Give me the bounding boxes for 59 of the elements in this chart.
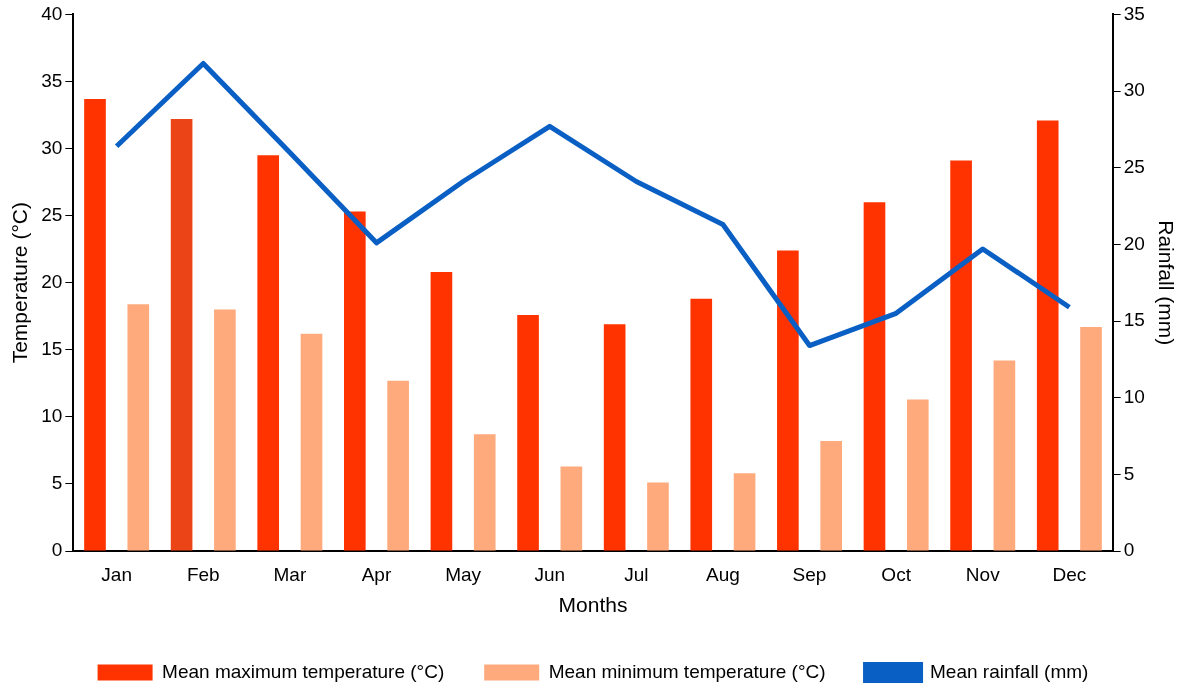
bar [647, 482, 669, 551]
x-tick-label: Nov [965, 563, 1001, 585]
y2-tick-label: 10 [1123, 385, 1145, 407]
y2-tick-label: 30 [1123, 79, 1145, 101]
bar [993, 360, 1016, 551]
bar [214, 309, 236, 551]
x-tick-label: Dec [1052, 563, 1087, 585]
bar [430, 271, 453, 551]
legend-label: Mean rainfall (mm) [930, 660, 1089, 682]
bar [820, 441, 843, 551]
bar [387, 380, 409, 551]
x-tick-label: May [445, 563, 482, 585]
y-tick-label: 20 [41, 270, 63, 292]
x-tick-label: Jun [534, 563, 566, 585]
bar [560, 466, 583, 551]
y2-tick-label: 0 [1123, 539, 1135, 561]
x-tick-label: Jul [624, 563, 649, 585]
bar [603, 324, 626, 551]
bar [777, 250, 799, 551]
x-tick-label: Jan [101, 563, 132, 585]
bar [343, 211, 366, 551]
bar [906, 399, 929, 551]
bar [863, 202, 886, 551]
y2-tick-label: 15 [1123, 309, 1145, 331]
bar [473, 434, 496, 551]
y2-tick-label: 25 [1123, 155, 1145, 177]
bar [517, 314, 539, 551]
bar [257, 155, 280, 551]
bar [127, 304, 150, 551]
x-tick-label: Feb [186, 563, 220, 585]
bar [733, 473, 756, 551]
bar [950, 160, 972, 551]
y2-tick-label: 35 [1123, 2, 1145, 24]
x-tick-label: Oct [881, 563, 912, 585]
bar [300, 333, 323, 551]
x-tick-label: Sep [792, 563, 827, 585]
y-axis-title: Temperature (°C) [8, 202, 32, 364]
x-tick-label: Apr [361, 563, 392, 585]
legend-label: Mean maximum temperature (°C) [162, 660, 445, 682]
y2-tick-label: 5 [1123, 462, 1135, 484]
y2-tick-label: 20 [1123, 232, 1145, 254]
y-tick-label: 35 [41, 69, 63, 91]
y-tick-label: 15 [41, 338, 63, 360]
y-tick-label: 10 [41, 405, 63, 427]
bar [1036, 120, 1059, 551]
y-tick-label: 0 [51, 539, 63, 561]
y-tick-label: 40 [41, 2, 63, 24]
x-tick-label: Mar [273, 563, 307, 585]
bar [690, 298, 713, 551]
y-tick-label: 25 [41, 203, 63, 225]
x-tick-label: Aug [706, 563, 740, 585]
bar [84, 98, 106, 551]
legend-label: Mean minimum temperature (°C) [548, 660, 826, 682]
bar [1080, 326, 1102, 551]
y2-axis-title: Rainfall (mm) [1154, 220, 1178, 346]
bar [170, 119, 193, 551]
y-tick-label: 5 [51, 472, 63, 494]
y-tick-label: 30 [41, 136, 63, 158]
x-axis-title: Months [558, 593, 628, 617]
